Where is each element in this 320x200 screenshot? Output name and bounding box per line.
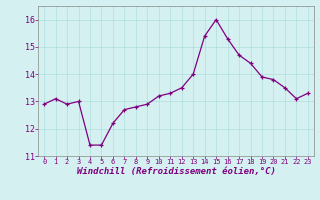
X-axis label: Windchill (Refroidissement éolien,°C): Windchill (Refroidissement éolien,°C): [76, 167, 276, 176]
